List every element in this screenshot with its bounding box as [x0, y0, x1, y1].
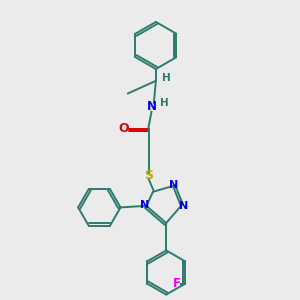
- Text: N: N: [140, 200, 150, 210]
- Text: H: H: [160, 98, 169, 108]
- Text: F: F: [173, 277, 181, 290]
- Text: N: N: [178, 201, 188, 211]
- Text: N: N: [169, 180, 178, 190]
- Text: S: S: [144, 169, 153, 182]
- Text: O: O: [119, 122, 129, 135]
- Text: N: N: [146, 100, 157, 113]
- Text: H: H: [162, 74, 171, 83]
